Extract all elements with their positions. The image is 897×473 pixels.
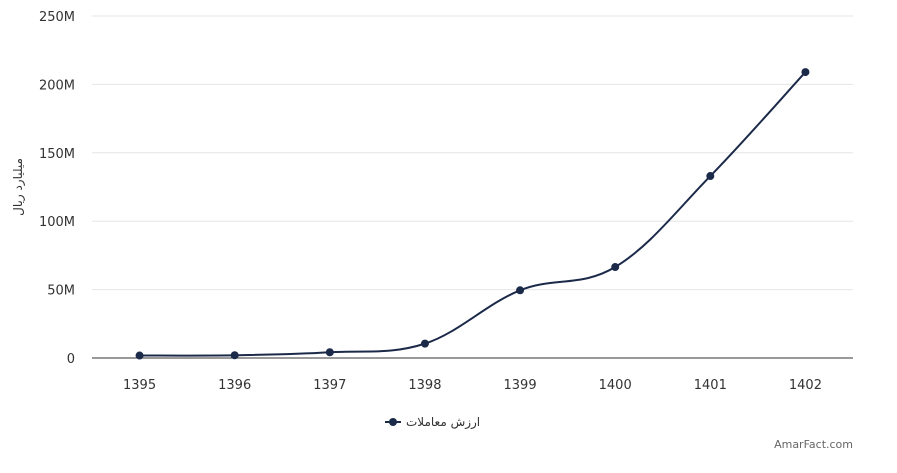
data-point[interactable] [135,351,144,360]
x-axis-ticks: 1395 1396 1397 1398 1399 1400 1401 1402 [123,378,822,393]
y-tick-label: 200M [39,78,75,93]
data-point[interactable] [230,351,239,360]
y-tick-label: 0 [67,352,75,367]
y-axis-ticks: 0 50M 100M 150M 200M 250M [39,10,75,367]
data-point[interactable] [420,339,429,348]
data-point[interactable] [325,348,334,357]
y-tick-label: 100M [39,215,75,230]
data-point[interactable] [706,172,715,181]
y-axis-title: میلیارد ریال [11,158,26,216]
x-tick-label: 1398 [408,378,441,393]
x-tick-label: 1399 [504,378,537,393]
x-tick-label: 1400 [599,378,632,393]
y-tick-label: 50M [47,284,75,299]
x-tick-label: 1396 [218,378,251,393]
legend-marker [389,418,397,426]
y-tick-label: 250M [39,10,75,25]
data-point[interactable] [611,263,620,272]
x-tick-label: 1401 [694,378,727,393]
series-line [139,71,807,357]
series-layer [135,68,810,360]
legend-item[interactable]: ارزش معاملات [385,415,480,430]
x-tick-label: 1397 [313,378,346,393]
grid-lines [92,15,853,291]
x-tick-label: 1395 [123,378,156,393]
legend-label: ارزش معاملات [406,415,480,430]
data-point[interactable] [801,68,810,77]
credit-link[interactable]: AmarFact.com [774,438,853,451]
data-point[interactable] [516,286,525,295]
y-tick-label: 150M [39,147,75,162]
x-tick-label: 1402 [789,378,822,393]
